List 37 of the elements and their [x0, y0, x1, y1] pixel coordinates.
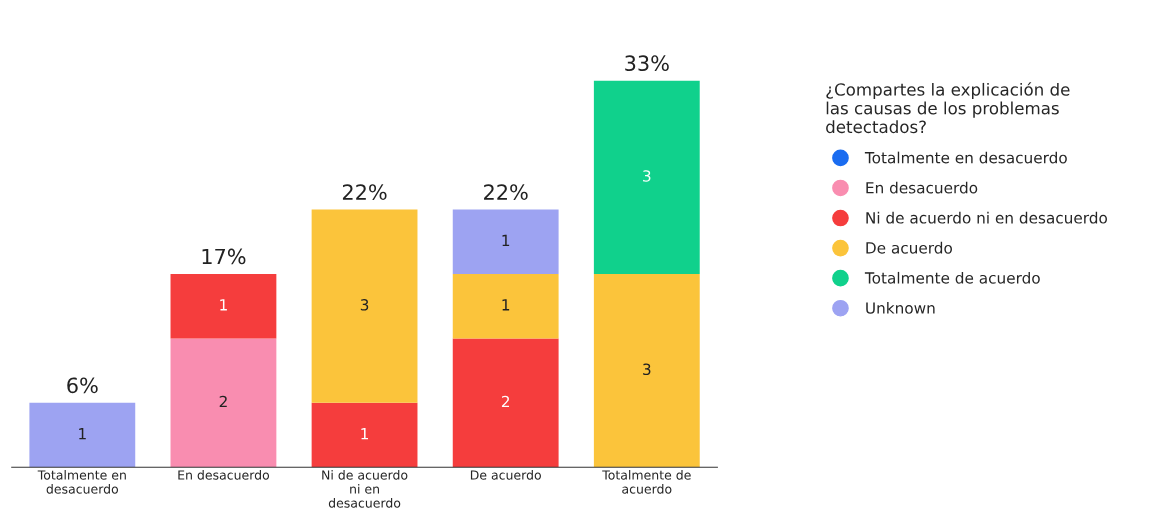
bar — [452, 209, 559, 274]
annotation: 6% — [67, 377, 98, 394]
bar — [29, 402, 136, 468]
legend-label: En desacuerdo — [866, 181, 978, 194]
legend-title: ¿Compartes la explicación de las causas de los problemas detectados? — [826, 82, 1070, 134]
data-label: 1 — [79, 428, 86, 440]
data-label: 2 — [501, 395, 510, 408]
data-label: 1 — [502, 299, 510, 311]
legend-label: Unknown — [866, 301, 935, 314]
data-label: 1 — [220, 299, 227, 311]
bar — [452, 273, 559, 339]
data-label: 1 — [361, 428, 369, 440]
x-tick-label: Ni de acuerdo ni en desacuerdo — [322, 470, 408, 508]
legend-label: De acuerdo — [866, 241, 952, 254]
legend-label: Totalmente de acuerdo — [864, 271, 1040, 284]
bar — [311, 209, 418, 403]
annotation: 17% — [202, 248, 246, 265]
x-tick-label: En desacuerdo — [178, 470, 270, 480]
bar — [170, 273, 277, 339]
x-tick-label: Totalmente de acuerdo — [602, 470, 691, 494]
data-label: 1 — [502, 234, 510, 246]
data-label: 2 — [219, 395, 227, 408]
data-label: 3 — [360, 299, 369, 311]
annotation: 33% — [625, 55, 669, 72]
bar — [452, 338, 559, 468]
annotation: 22% — [342, 184, 387, 200]
data-label: 3 — [643, 363, 651, 376]
annotation: 22% — [484, 184, 528, 200]
bar — [593, 273, 700, 468]
x-tick-label: De acuerdo — [470, 470, 541, 480]
data-label: 3 — [643, 170, 651, 182]
bar — [170, 338, 277, 468]
bar — [311, 402, 418, 468]
x-tick-label: Totalmente en desacuerdo — [37, 470, 126, 494]
bar — [593, 80, 700, 274]
legend-label: Totalmente en desacuerdo — [864, 151, 1067, 164]
legend-label: Ni de acuerdo ni en desacuerdo — [866, 211, 1107, 224]
